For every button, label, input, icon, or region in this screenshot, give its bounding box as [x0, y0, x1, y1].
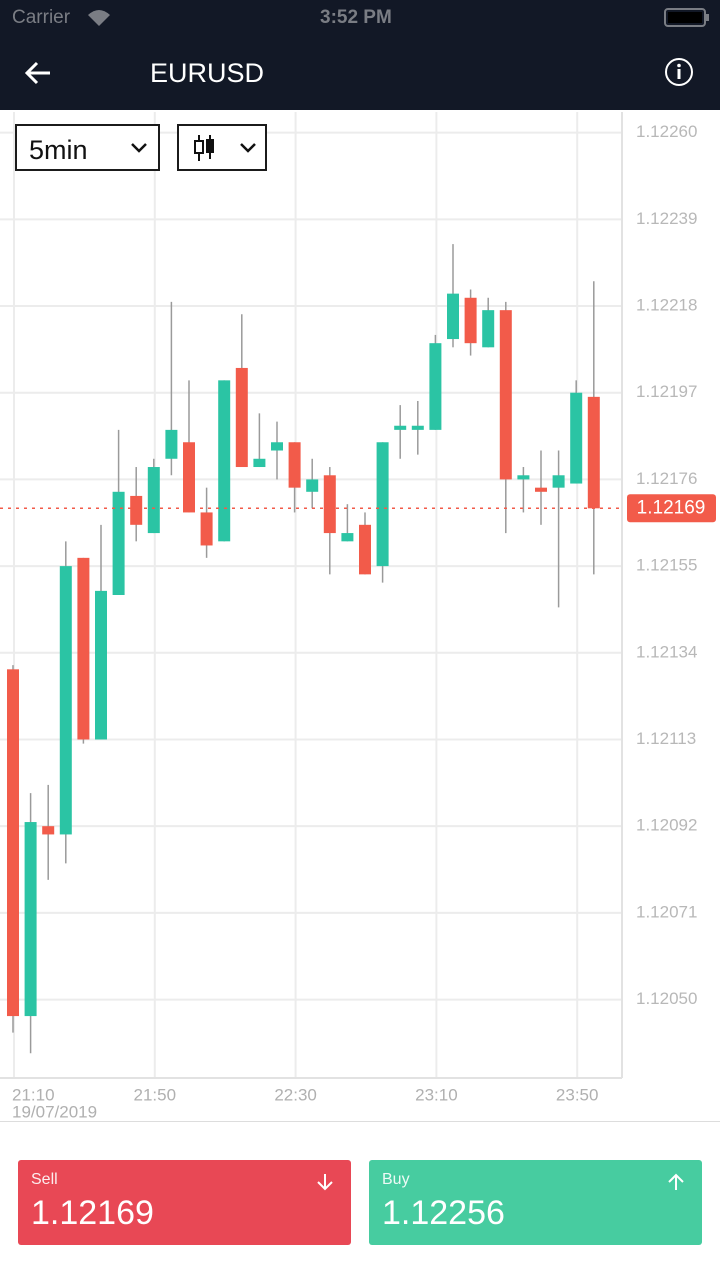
chevron	[240, 143, 256, 153]
buy-label: Buy	[382, 1171, 410, 1188]
x-tick-label: 21:50	[134, 1085, 177, 1104]
candle-body	[517, 475, 530, 480]
candle-body	[42, 826, 55, 835]
candle-body	[24, 822, 37, 1017]
candle-body	[587, 396, 600, 509]
interval: 5min	[29, 135, 88, 165]
candle-body	[7, 669, 19, 1017]
x-tick-label: 23:10	[415, 1085, 458, 1104]
candle-body	[359, 524, 371, 575]
y-tick-label: 1.12239	[636, 209, 697, 228]
candle-body	[570, 392, 583, 484]
price-tag	[627, 494, 716, 523]
candle-body	[271, 442, 283, 451]
chart-type-dropdown[interactable]	[177, 124, 267, 171]
candle-body	[130, 495, 143, 525]
candle-body	[376, 442, 389, 567]
candle-body	[218, 380, 231, 542]
up-arrow	[668, 1173, 684, 1190]
y-tick-label: 1.12155	[636, 556, 697, 575]
candle-body	[235, 367, 248, 468]
candle-body	[77, 557, 90, 740]
y-tick-label: 1.12092	[636, 816, 697, 835]
sell-label: Sell	[31, 1171, 58, 1188]
candle-body	[552, 475, 565, 488]
candle-body	[288, 442, 301, 488]
candle-body	[165, 429, 178, 459]
candle-body	[323, 475, 336, 534]
down-arrow	[317, 1174, 333, 1191]
y-tick-label: 1.12218	[636, 296, 697, 315]
y-tick-label: 1.12197	[636, 382, 697, 401]
candle-body	[183, 442, 195, 513]
sell-price: 1.12169	[31, 1194, 154, 1232]
candle-body	[147, 467, 160, 534]
interval-dropdown[interactable]: 5min	[15, 124, 160, 171]
candle-body	[482, 310, 495, 348]
candle-body	[429, 343, 442, 430]
x-tick-label: 22:30	[274, 1085, 317, 1104]
candle-body	[447, 293, 459, 340]
info-button[interactable]	[664, 57, 694, 87]
x-tick-label: 23:50	[556, 1085, 599, 1104]
candle-body	[253, 458, 266, 468]
candle-body	[112, 491, 125, 595]
chevron	[131, 143, 147, 153]
candle-body	[411, 425, 424, 430]
candle-body	[341, 533, 354, 542]
carrier: Carrier	[12, 7, 71, 28]
candle-body	[394, 425, 407, 430]
buy-button[interactable]: Buy 1.12256	[369, 1160, 702, 1245]
candle-body	[499, 310, 512, 480]
top-bar: Carrier 3:52 PM EURUSD	[0, 0, 720, 110]
candle-body	[59, 566, 72, 835]
chart: 1.12260 1.12239 1.12218 1.12197 1.12176 1.121…	[0, 112, 716, 1121]
candle-body	[306, 479, 319, 492]
x-tick-label: 21:10	[12, 1085, 55, 1104]
back-button[interactable]	[24, 60, 52, 86]
price-tag-label: 1.12169	[637, 497, 706, 518]
divider	[0, 1121, 720, 1122]
candle-body	[200, 512, 213, 546]
candle-icon	[194, 135, 214, 161]
buy-price: 1.12256	[382, 1194, 505, 1232]
candle-body	[464, 297, 477, 344]
y-tick-label: 1.12134	[636, 642, 697, 661]
sell-button[interactable]: Sell 1.12169	[18, 1160, 351, 1245]
y-tick-label: 1.12176	[636, 469, 697, 488]
candle-body	[535, 487, 547, 492]
y-tick-label: 1.12260	[636, 122, 697, 141]
battery-icon	[664, 8, 709, 27]
y-tick-label: 1.12071	[636, 902, 697, 921]
wifi-icon	[88, 10, 110, 26]
clock: 3:52 PM	[320, 7, 392, 28]
title: EURUSD	[150, 58, 265, 88]
y-tick-label: 1.12113	[636, 729, 696, 748]
y-tick-label: 1.12050	[636, 989, 697, 1008]
candle-body	[95, 590, 107, 740]
x-date-label: 19/07/2019	[12, 1102, 97, 1121]
